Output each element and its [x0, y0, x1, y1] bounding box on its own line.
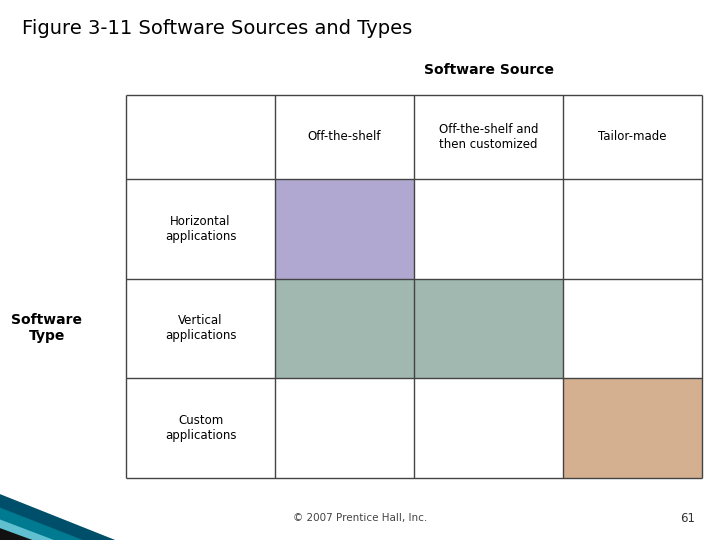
Polygon shape	[0, 528, 32, 540]
Text: 61: 61	[680, 512, 695, 525]
Text: Off-the-shelf: Off-the-shelf	[308, 130, 382, 143]
Text: Horizontal
applications: Horizontal applications	[165, 215, 236, 242]
Text: Off-the-shelf and
then customized: Off-the-shelf and then customized	[439, 123, 539, 151]
Polygon shape	[0, 519, 54, 540]
Text: Tailor-made: Tailor-made	[598, 130, 667, 143]
Text: © 2007 Prentice Hall, Inc.: © 2007 Prentice Hall, Inc.	[293, 514, 427, 523]
Bar	[275, 179, 414, 279]
Text: Software Source: Software Source	[423, 63, 554, 77]
Polygon shape	[0, 508, 83, 540]
Bar	[275, 279, 414, 378]
Text: Vertical
applications: Vertical applications	[165, 314, 236, 342]
Text: Figure 3-11 Software Sources and Types: Figure 3-11 Software Sources and Types	[22, 19, 412, 38]
Polygon shape	[0, 494, 115, 540]
Bar	[414, 279, 563, 378]
Bar	[563, 378, 702, 478]
Text: Software
Type: Software Type	[12, 313, 82, 343]
Text: Custom
applications: Custom applications	[165, 414, 236, 442]
